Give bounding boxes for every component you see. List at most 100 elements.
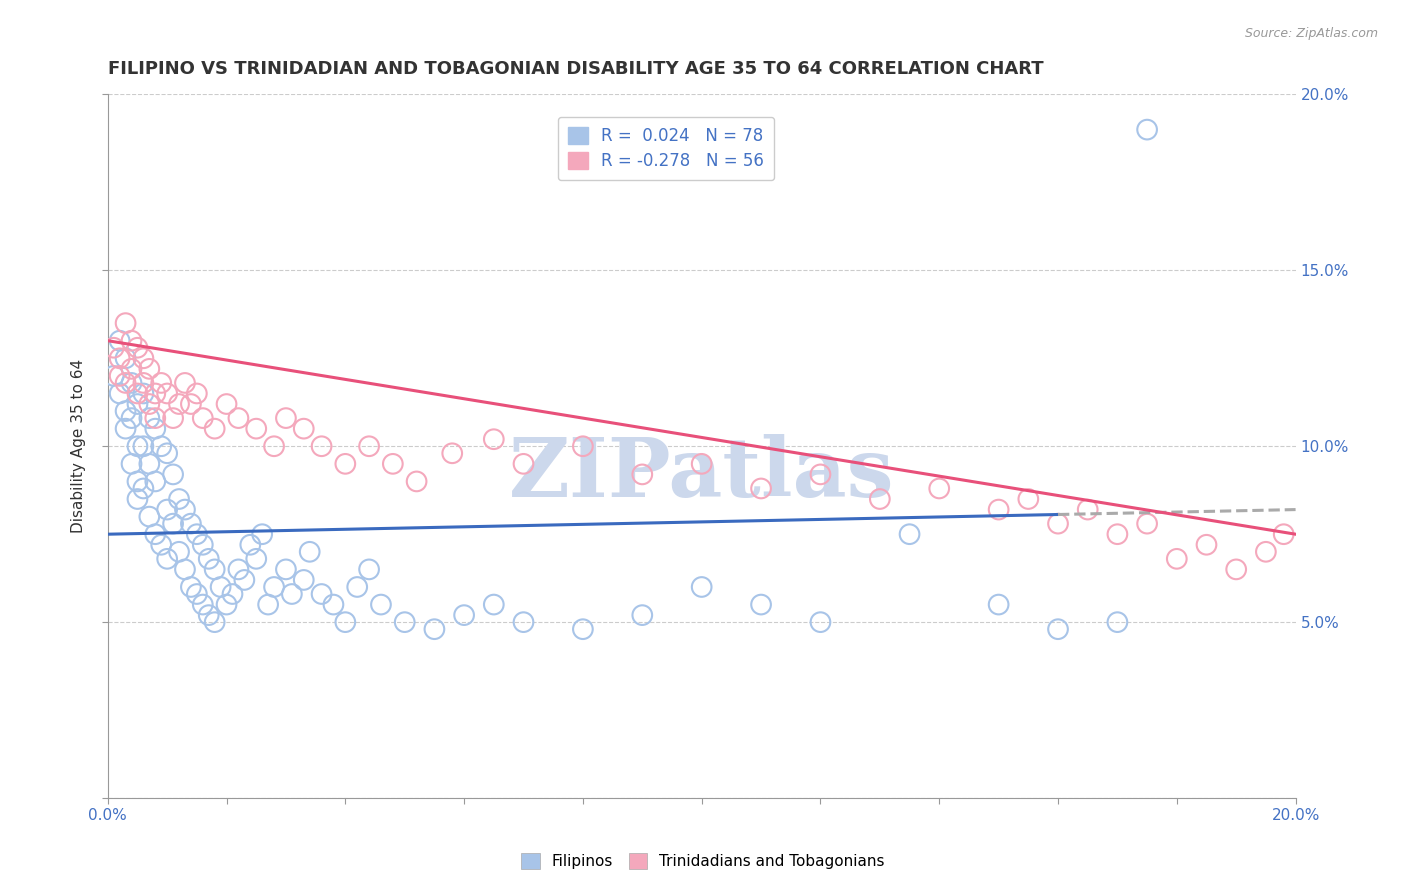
Point (174, 502, 197, 516)
Point (359, 562, 381, 576)
Point (1136, 516, 1159, 531)
Point (103, 341, 125, 355)
Point (132, 376, 155, 390)
Point (250, 527, 273, 541)
Point (1047, 516, 1070, 531)
Point (138, 397, 160, 411)
Point (156, 446, 179, 460)
Point (108, 368, 131, 383)
Point (204, 422, 226, 436)
Point (114, 376, 136, 390)
Point (143, 386, 166, 401)
Point (186, 386, 208, 401)
Point (108, 351, 131, 366)
Y-axis label: Disability Age 35 to 64: Disability Age 35 to 64 (72, 359, 86, 533)
Point (1107, 615, 1129, 629)
Point (346, 580, 368, 594)
Point (281, 587, 304, 601)
Point (512, 615, 534, 629)
Point (245, 422, 267, 436)
Point (138, 362, 160, 376)
Point (257, 598, 280, 612)
Point (987, 502, 1010, 516)
Point (359, 439, 381, 453)
Point (204, 562, 226, 576)
Point (263, 439, 285, 453)
Point (441, 446, 464, 460)
Point (156, 502, 179, 516)
Point (114, 404, 136, 418)
Point (898, 527, 921, 541)
Point (138, 509, 160, 524)
Point (1017, 491, 1039, 506)
Point (1225, 562, 1247, 576)
Point (180, 580, 202, 594)
Point (239, 538, 262, 552)
Point (132, 439, 155, 453)
Point (108, 334, 131, 348)
Point (143, 411, 166, 425)
Point (204, 615, 226, 629)
Point (121, 411, 143, 425)
Point (512, 457, 534, 471)
Point (186, 587, 208, 601)
Point (180, 397, 202, 411)
Point (572, 622, 595, 636)
Point (108, 386, 131, 401)
Point (127, 439, 149, 453)
Point (292, 422, 315, 436)
Point (162, 467, 184, 482)
Point (274, 411, 297, 425)
Point (482, 432, 505, 446)
Point (245, 551, 267, 566)
Point (150, 439, 173, 453)
Point (162, 411, 184, 425)
Point (482, 598, 505, 612)
Point (121, 457, 143, 471)
Point (114, 316, 136, 330)
Point (127, 491, 149, 506)
Point (631, 467, 654, 482)
Point (114, 422, 136, 436)
Point (311, 587, 333, 601)
Point (292, 573, 315, 587)
Point (1047, 622, 1070, 636)
Point (150, 538, 173, 552)
Point (167, 397, 190, 411)
Point (132, 482, 155, 496)
Point (191, 538, 214, 552)
Point (311, 439, 333, 453)
Point (156, 386, 179, 401)
Point (690, 457, 713, 471)
Point (1077, 502, 1099, 516)
Point (370, 598, 392, 612)
Point (186, 527, 208, 541)
Point (263, 580, 285, 594)
Point (143, 527, 166, 541)
Point (394, 615, 416, 629)
Point (690, 580, 713, 594)
Point (810, 615, 832, 629)
Point (197, 608, 219, 623)
Point (150, 376, 173, 390)
Point (335, 457, 357, 471)
Point (322, 598, 344, 612)
Point (127, 397, 149, 411)
Point (138, 411, 160, 425)
Point (631, 608, 654, 623)
Point (143, 422, 166, 436)
Point (191, 411, 214, 425)
Point (191, 598, 214, 612)
Point (197, 551, 219, 566)
Point (335, 615, 357, 629)
Point (221, 587, 243, 601)
Point (167, 545, 190, 559)
Text: ZIPatlas: ZIPatlas (509, 434, 894, 515)
Legend: Filipinos, Trinidadians and Tobagonians: Filipinos, Trinidadians and Tobagonians (515, 847, 891, 875)
Point (215, 397, 238, 411)
Point (749, 598, 772, 612)
Point (121, 362, 143, 376)
Point (453, 608, 475, 623)
Text: Source: ZipAtlas.com: Source: ZipAtlas.com (1244, 27, 1378, 40)
Point (162, 516, 184, 531)
